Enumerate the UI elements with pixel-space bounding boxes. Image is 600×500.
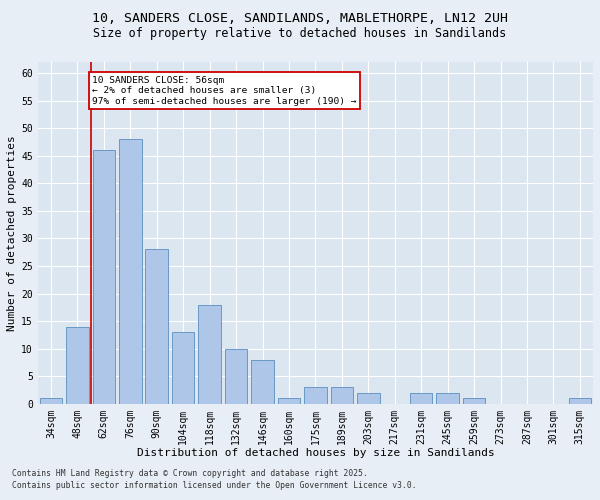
Bar	[569, 398, 591, 404]
Bar	[40, 398, 62, 404]
Bar	[357, 393, 380, 404]
Bar	[304, 387, 326, 404]
Bar	[410, 393, 433, 404]
Bar	[225, 348, 247, 404]
Bar	[331, 387, 353, 404]
Bar	[92, 150, 115, 404]
Bar	[172, 332, 194, 404]
Bar	[66, 326, 89, 404]
Bar	[145, 250, 168, 404]
Text: 10 SANDERS CLOSE: 56sqm
← 2% of detached houses are smaller (3)
97% of semi-deta: 10 SANDERS CLOSE: 56sqm ← 2% of detached…	[92, 76, 356, 106]
Bar	[463, 398, 485, 404]
Text: Contains public sector information licensed under the Open Government Licence v3: Contains public sector information licen…	[12, 481, 416, 490]
Bar	[278, 398, 300, 404]
Text: Size of property relative to detached houses in Sandilands: Size of property relative to detached ho…	[94, 28, 506, 40]
Bar	[119, 139, 142, 404]
Text: Contains HM Land Registry data © Crown copyright and database right 2025.: Contains HM Land Registry data © Crown c…	[12, 468, 368, 477]
Bar	[199, 304, 221, 404]
Bar	[251, 360, 274, 404]
Y-axis label: Number of detached properties: Number of detached properties	[7, 135, 17, 330]
Text: 10, SANDERS CLOSE, SANDILANDS, MABLETHORPE, LN12 2UH: 10, SANDERS CLOSE, SANDILANDS, MABLETHOR…	[92, 12, 508, 26]
Bar	[436, 393, 459, 404]
X-axis label: Distribution of detached houses by size in Sandilands: Distribution of detached houses by size …	[137, 448, 494, 458]
